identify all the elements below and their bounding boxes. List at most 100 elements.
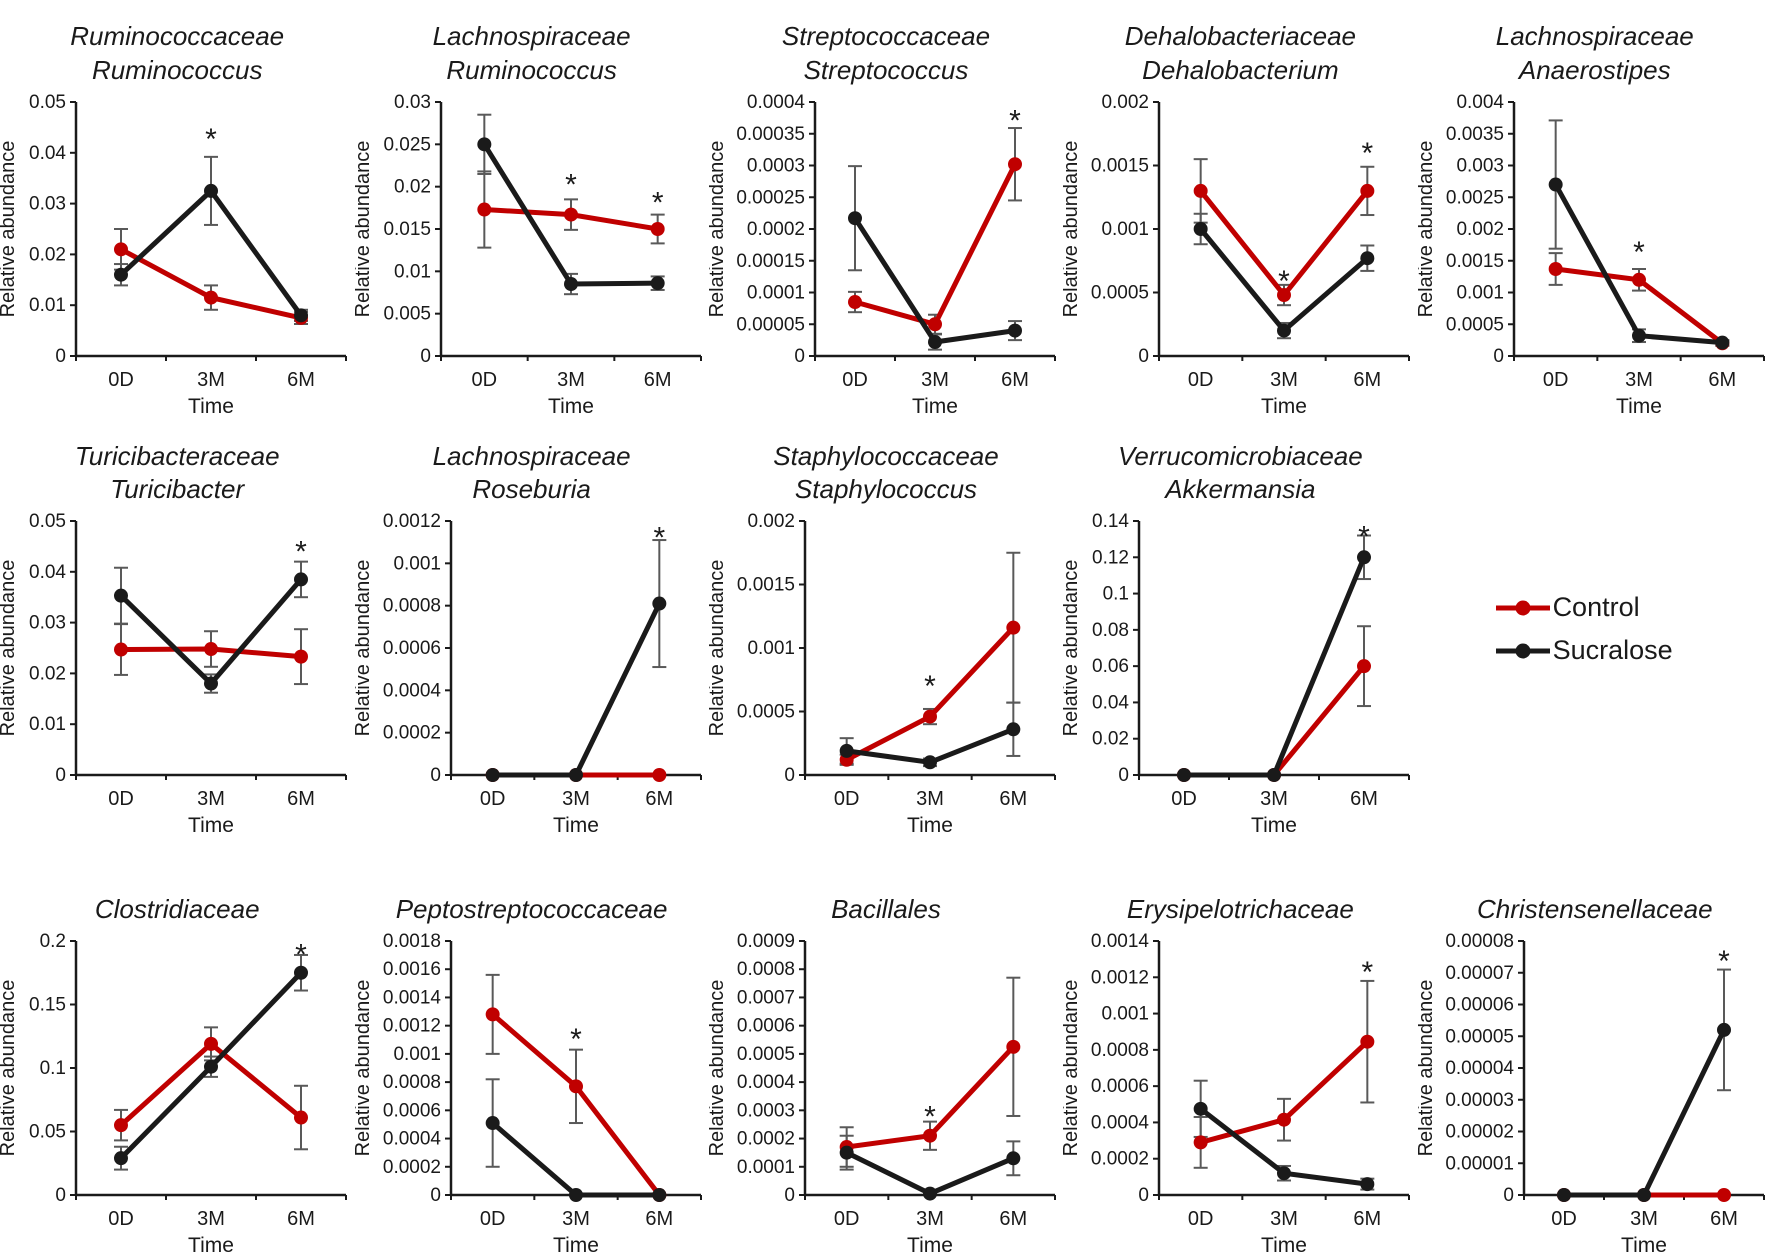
chart-title-family: Clostridiaceae (94, 893, 260, 924)
svg-text:0D: 0D (479, 1208, 505, 1230)
svg-text:0.01: 0.01 (394, 261, 431, 282)
svg-text:0.03: 0.03 (394, 92, 431, 113)
svg-text:0.02: 0.02 (1092, 729, 1129, 750)
plot-lachnospiraceae-ruminococcus: 0 0.005 0.01 0.015 0.02 0.025 0.03 0D 3M 6M Time Re… (355, 92, 702, 418)
chart-title-family: Christensenellaceae (1476, 893, 1713, 924)
plot-dehalobacteriaceae-dehalobacterium: 0 0.0005 0.001 0.0015 0.002 0D 3M 6M Time Relativ… (1063, 92, 1411, 418)
chart-peptostreptococcaceae: Peptostreptococcaceae 0 0.0002 0.0004 0.000… (354, 839, 708, 1259)
svg-text:0.0002: 0.0002 (382, 1157, 440, 1178)
svg-text:0.00025: 0.00025 (736, 187, 805, 208)
svg-text:Relative abundance: Relative abundance (1063, 560, 1082, 737)
svg-text:Relative abundance: Relative abundance (709, 140, 728, 317)
svg-text:Relative abundance: Relative abundance (355, 560, 374, 737)
svg-text:0.0014: 0.0014 (382, 987, 441, 1008)
svg-text:0.00008: 0.00008 (1445, 931, 1514, 952)
chart-title-genus: Roseburia (472, 474, 591, 505)
svg-text:0.08: 0.08 (1092, 620, 1129, 641)
svg-text:0.002: 0.002 (1102, 92, 1150, 113)
chart-lachnospiraceae-ruminococcus: Lachnospiraceae Ruminococcus 0 0.005 0.01 0… (354, 0, 708, 420)
plot-clostridiaceae: 0 0.05 0.1 0.15 0.2 0D 3M 6M Time Relative abunda… (0, 931, 348, 1257)
svg-text:0.0012: 0.0012 (382, 511, 440, 532)
svg-text:0D: 0D (108, 1208, 134, 1230)
plot-erysipelotrichaceae: 0 0.0002 0.0004 0.0006 0.0008 0.001 0.0012 0.00… (1063, 931, 1411, 1257)
svg-text:3M: 3M (916, 788, 944, 810)
svg-text:Time: Time (188, 395, 234, 418)
svg-text:0.0015: 0.0015 (1091, 155, 1149, 176)
svg-text:6M: 6M (643, 369, 671, 391)
chart-dehalobacteriaceae-dehalobacterium: Dehalobacteriaceae Dehalobacterium 0 0.00… (1063, 0, 1417, 420)
svg-text:Relative abundance: Relative abundance (0, 560, 19, 737)
svg-text:0.01: 0.01 (29, 714, 66, 735)
svg-text:0.0035: 0.0035 (1446, 123, 1504, 144)
svg-text:0D: 0D (108, 369, 134, 391)
plot-staphylococcaceae-staphylococcus: 0 0.0005 0.001 0.0015 0.002 0D 3M 6M Time Relativ… (709, 511, 1056, 837)
chart-title: Streptococcaceae Streptococcus (782, 2, 990, 88)
svg-text:0.04: 0.04 (1092, 693, 1129, 714)
svg-text:0.2: 0.2 (40, 931, 66, 952)
svg-text:0.06: 0.06 (1092, 656, 1129, 677)
svg-text:3M: 3M (1270, 369, 1298, 391)
svg-text:0.02: 0.02 (394, 176, 431, 197)
plot-ruminococcaceae-ruminococcus: 0 0.01 0.02 0.03 0.04 0.05 0D 3M 6M Time Relative … (0, 92, 348, 418)
chart-erysipelotrichaceae: Erysipelotrichaceae 0 0.0002 0.0004 0.0006 0… (1063, 839, 1417, 1259)
svg-text:0.0018: 0.0018 (382, 931, 440, 952)
svg-text:3M: 3M (562, 1208, 590, 1230)
legend-item-control: Control (1494, 592, 1640, 623)
svg-text:0.0004: 0.0004 (1091, 1112, 1150, 1133)
svg-text:0.001: 0.001 (1456, 282, 1504, 303)
chart-title-family: Streptococcaceae (781, 21, 991, 51)
svg-text:0.03: 0.03 (29, 193, 66, 214)
svg-text:Time: Time (907, 814, 953, 837)
svg-text:0.0007: 0.0007 (737, 987, 795, 1008)
svg-text:0D: 0D (1188, 1208, 1214, 1230)
svg-text:0: 0 (1139, 1185, 1150, 1206)
svg-text:0.00006: 0.00006 (1445, 994, 1514, 1015)
svg-text:Time: Time (1261, 395, 1307, 418)
chart-bacillales: Bacillales 0 0.0001 0.0002 0.0003 0.0004 0.00… (709, 839, 1063, 1259)
svg-text:0.0015: 0.0015 (737, 575, 795, 596)
svg-text:Time: Time (1261, 1234, 1307, 1257)
svg-text:0.0002: 0.0002 (382, 723, 440, 744)
svg-text:*: * (565, 168, 577, 201)
chart-verrucomicrobiaceae-akkermansia: Verrucomicrobiaceae Akkermansia 0 0.02 0.0… (1063, 420, 1417, 840)
svg-text:0.0008: 0.0008 (1091, 1040, 1149, 1061)
chart-title-family: Verrucomicrobiaceae (1118, 440, 1363, 471)
svg-text:0D: 0D (479, 788, 505, 810)
legend-label-sucralose: Sucralose (1552, 635, 1673, 666)
svg-text:0.00015: 0.00015 (736, 250, 805, 271)
chart-turicibacteraceae-turicibacter: Turicibacteraceae Turicibacter 0 0.01 0.02… (0, 420, 354, 840)
svg-text:0: 0 (430, 1185, 441, 1206)
svg-text:*: * (295, 938, 307, 971)
svg-text:0D: 0D (1551, 1208, 1577, 1230)
svg-text:0D: 0D (1172, 788, 1198, 810)
svg-text:Relative abundance: Relative abundance (0, 979, 19, 1156)
svg-text:Time: Time (553, 1234, 599, 1257)
svg-text:0D: 0D (1543, 369, 1569, 391)
svg-text:0.0005: 0.0005 (1446, 314, 1504, 335)
plot-turicibacteraceae-turicibacter: 0 0.01 0.02 0.03 0.04 0.05 0D 3M 6M Time Relative … (0, 511, 348, 837)
svg-text:0.0006: 0.0006 (382, 1100, 440, 1121)
svg-text:6M: 6M (1350, 788, 1378, 810)
chart-title: Dehalobacteriaceae Dehalobacterium (1125, 2, 1356, 88)
svg-text:0.1: 0.1 (1103, 584, 1129, 605)
svg-text:*: * (651, 186, 663, 219)
svg-text:0.0008: 0.0008 (382, 596, 440, 617)
svg-text:0.0008: 0.0008 (382, 1072, 440, 1093)
svg-text:0.05: 0.05 (29, 92, 66, 113)
svg-text:0.001: 0.001 (747, 638, 795, 659)
chart-title: Christensenellaceae (1477, 841, 1713, 927)
chart-title: Staphylococcaceae Staphylococcus (773, 421, 998, 507)
chart-title-family: Ruminococcaceae (70, 21, 285, 51)
svg-text:*: * (1718, 945, 1730, 978)
svg-text:0.0002: 0.0002 (737, 1128, 795, 1149)
svg-text:Relative abundance: Relative abundance (1418, 979, 1437, 1156)
svg-text:*: * (1359, 521, 1371, 554)
svg-text:0: 0 (784, 1185, 795, 1206)
svg-text:Time: Time (912, 395, 958, 418)
plot-peptostreptococcaceae: 0 0.0002 0.0004 0.0006 0.0008 0.001 0.0012 0.00… (355, 931, 702, 1257)
svg-text:0.0005: 0.0005 (737, 702, 795, 723)
svg-text:Relative abundance: Relative abundance (1418, 140, 1437, 317)
svg-text:3M: 3M (921, 369, 949, 391)
svg-text:0: 0 (430, 765, 441, 786)
